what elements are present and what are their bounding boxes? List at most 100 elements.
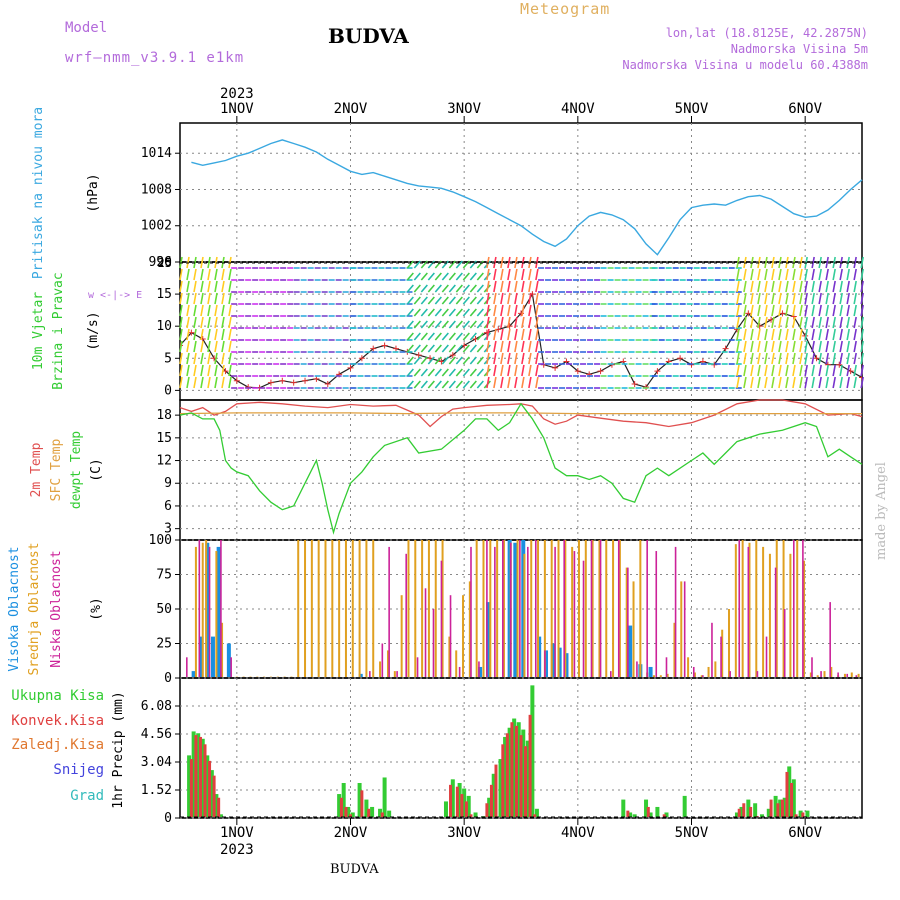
high-cloud-bar: [205, 542, 210, 677]
low-cloud-bar: [674, 546, 677, 677]
wind-arrow: [832, 364, 836, 377]
wind-arrow: [469, 308, 477, 317]
mid-cloud-bar: [550, 540, 553, 677]
wind-arrow: [764, 268, 768, 281]
total-precip-bar: [791, 779, 796, 817]
wind-arrow: [832, 292, 836, 305]
mid-cloud-bar: [324, 540, 327, 677]
wind-arrow: [228, 340, 232, 353]
wind-arrow: [804, 316, 808, 329]
wind-arrow: [455, 272, 463, 281]
wind-arrow: [493, 268, 497, 281]
total-precip-bar: [473, 812, 478, 817]
wind-arrow: [441, 380, 449, 389]
mid-cloud-bar: [598, 540, 601, 677]
wind-arrow: [818, 340, 822, 353]
wind-arrow: [535, 364, 539, 377]
temp-ylabel-dewpt: dewpt Temp: [69, 431, 84, 509]
wind-arrow: [743, 268, 747, 281]
wind-arrow: [486, 304, 490, 317]
wind-arrow: [839, 268, 843, 281]
wind-arrow: [228, 328, 232, 341]
low-cloud-bar: [627, 567, 629, 677]
wind-arrow: [804, 268, 808, 281]
panel-frame-pressure: [179, 122, 863, 263]
wind-arrow: [406, 356, 414, 365]
y-tick-label: 15: [156, 431, 172, 446]
conv-precip-bar: [776, 803, 780, 817]
wind-arrow: [427, 368, 435, 377]
conv-precip-bar: [626, 810, 630, 817]
total-precip-bar: [507, 727, 512, 817]
wind-arrow: [799, 292, 803, 305]
bottom-axis-day-label: 6NOV: [788, 825, 822, 841]
wind-arrow: [799, 304, 803, 317]
low-cloud-bar: [765, 636, 768, 677]
wind-arrow: [448, 332, 456, 341]
wind-arrow: [804, 364, 808, 377]
bottom-axis-day-label: 1NOV: [220, 825, 254, 841]
y-tick-label: 1008: [141, 182, 172, 197]
wind-arrow: [846, 328, 850, 341]
wind-arrow: [750, 268, 754, 281]
conv-precip-bar: [514, 725, 518, 817]
wind-arrow: [200, 376, 204, 389]
total-precip-bar: [644, 799, 649, 817]
mid-cloud-bar: [762, 546, 765, 677]
wind-arrow: [860, 316, 864, 329]
wind-arrow: [179, 292, 183, 305]
wind-arrow: [462, 320, 470, 329]
wind-arrow: [792, 268, 796, 281]
total-precip-bar: [498, 759, 503, 817]
low-cloud-bar: [554, 546, 556, 677]
wind-arrow: [486, 292, 490, 305]
wind-arrow: [207, 376, 211, 389]
wind-arrow: [818, 292, 822, 305]
conv-precip-bar: [794, 814, 798, 817]
wind-arrow: [406, 296, 414, 305]
wind-arrow: [500, 256, 504, 269]
y-tick-label: 6.08: [141, 699, 172, 714]
wind-arrow: [193, 328, 197, 341]
low-cloud-bar: [793, 540, 795, 677]
wind-arrow: [846, 280, 850, 293]
wind-arrow: [207, 292, 211, 305]
wind-arrow: [420, 272, 428, 281]
wind-arrow: [853, 340, 857, 353]
wind-gust-marker: [597, 368, 604, 375]
wind-arrow: [792, 316, 796, 329]
wind-arrow: [514, 376, 518, 389]
temp-sfc-line: [179, 412, 862, 415]
wind-arrow: [406, 332, 414, 341]
wind-arrow: [514, 316, 518, 329]
wind-arrow: [804, 280, 808, 293]
mid-cloud-bar: [421, 540, 424, 677]
wind-gust-marker: [313, 375, 320, 382]
panel-frame-temperature: [179, 399, 863, 541]
mid-cloud-bar: [618, 540, 621, 677]
wind-arrow: [500, 376, 504, 389]
wind-arrow: [207, 268, 211, 281]
wind-arrow: [804, 352, 808, 365]
wind-arrow: [462, 260, 470, 269]
wind-arrow: [455, 356, 463, 365]
mid-cloud-bar: [194, 546, 197, 677]
y-tick-label: 50: [156, 602, 172, 617]
y-tick-label: 9: [164, 476, 172, 491]
conv-precip-bar: [449, 784, 453, 817]
y-tick-label: 5: [164, 351, 172, 366]
wind-arrow: [200, 352, 204, 365]
low-cloud-bar: [494, 546, 496, 677]
wind-arrow: [420, 368, 428, 377]
wind-arrow: [743, 280, 747, 293]
mid-cloud-bar: [496, 540, 499, 677]
pressure-ylabel: Pritisak na nivou mora: [31, 107, 46, 279]
wind-arrow: [406, 344, 414, 353]
mid-cloud-bar: [796, 540, 799, 677]
wind-arrow: [514, 340, 518, 353]
total-precip-bar: [357, 783, 362, 817]
wind-arrow: [750, 376, 754, 389]
wind-arrow: [413, 272, 421, 281]
wind-arrow: [846, 304, 850, 317]
wind-arrow: [771, 292, 775, 305]
